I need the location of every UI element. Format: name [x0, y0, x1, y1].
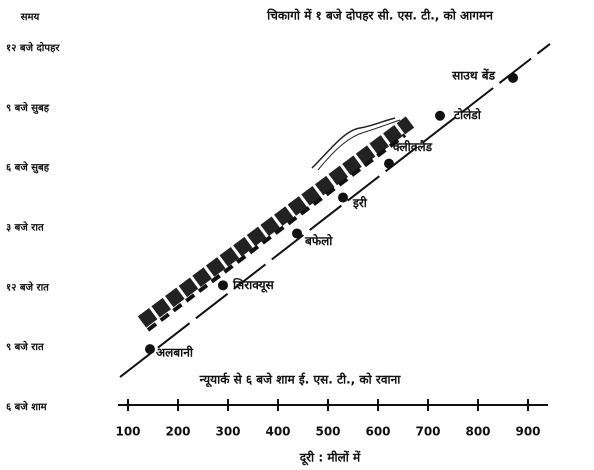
y-tick-label: १२ बजे रात — [6, 280, 50, 293]
y-tick-label: ९ बजे सुबह — [6, 101, 50, 114]
x-tick-label: 900 — [515, 425, 540, 439]
x-tick-label: 700 — [415, 425, 440, 439]
x-tick-label: 100 — [115, 425, 140, 439]
y-tick-label: ६ बजे शाम — [6, 400, 48, 413]
station-label: अलबानी — [156, 346, 194, 360]
station-point — [384, 159, 394, 169]
x-tick-label: 400 — [265, 425, 290, 439]
station-label: टोलेडो — [453, 108, 482, 122]
station-label: सिराक्यूस — [232, 278, 275, 293]
route-line — [120, 44, 550, 377]
x-tick-label: 800 — [465, 425, 490, 439]
station-label: बफेलो — [304, 234, 333, 248]
chart-title: चिकागो में १ बजे दोपहर सी. एस. टी., को आ… — [266, 9, 494, 23]
station-point — [292, 228, 302, 238]
annotation: न्यूयार्क से ६ बजे शाम ई. एस. टी., को रव… — [199, 373, 402, 388]
station-point — [338, 193, 348, 203]
chart: चिकागो में १ बजे दोपहर सी. एस. टी., को आ… — [0, 0, 594, 470]
y-tick-label: ६ बजे सुबह — [6, 161, 50, 174]
x-tick-label: 200 — [165, 425, 190, 439]
train-body — [142, 122, 410, 322]
station-label: इरी — [352, 196, 368, 210]
station-label: क्लीवलैंड — [392, 140, 433, 154]
train-wheels — [148, 135, 405, 330]
station-point — [508, 73, 518, 83]
y-tick-label: १२ बजे दोपहर — [6, 41, 60, 54]
y-tick-label: ३ बजे रात — [6, 220, 45, 233]
station-label: साउथ बेंड — [451, 68, 495, 82]
station-point — [145, 344, 155, 354]
y-tick-label: ९ बजे रात — [6, 340, 45, 353]
x-tick-label: 500 — [315, 425, 340, 439]
x-axis-label: दूरी : मीलों में — [299, 451, 361, 466]
station-point — [218, 280, 228, 290]
x-tick-label: 600 — [365, 425, 390, 439]
train-illustration — [142, 118, 410, 330]
x-tick-label: 300 — [215, 425, 240, 439]
station-point — [435, 111, 445, 121]
y-axis-label: समय — [20, 12, 41, 23]
